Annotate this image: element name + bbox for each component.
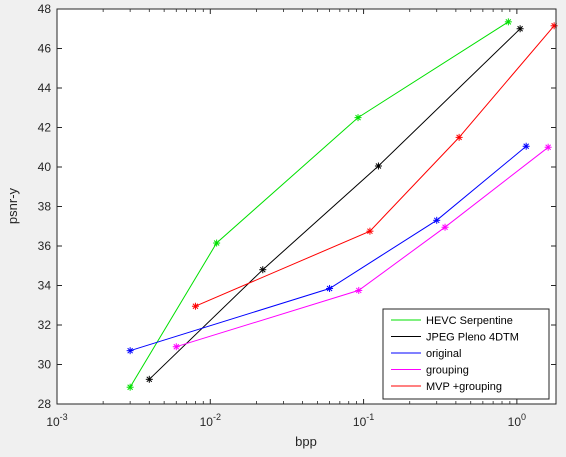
series-line-hevc-serpentine [129, 21, 509, 388]
data-point-jpeg-pleno-4dtm [145, 375, 153, 383]
data-point-mvp-grouping [191, 302, 199, 310]
data-point-grouping [355, 286, 363, 294]
y-tick-label: 36 [38, 239, 52, 253]
series-line-grouping [176, 146, 549, 348]
series-lines [129, 21, 555, 388]
data-point-jpeg-pleno-4dtm [374, 162, 382, 170]
data-point-jpeg-pleno-4dtm [259, 266, 267, 274]
data-point-grouping [544, 143, 552, 151]
y-axis-label: psnr-y [5, 187, 20, 224]
legend: HEVC Serpentine JPEG Pleno 4DTM original gr… [382, 308, 550, 400]
y-axis-ticks: 28 30 32 34 36 38 40 42 44 46 48 [38, 2, 556, 411]
legend-box [382, 308, 550, 400]
data-point-mvp-grouping [366, 227, 374, 235]
legend-label: grouping [426, 365, 469, 377]
y-tick-label: 46 [38, 42, 52, 56]
x-tick-label: 10-2 [200, 412, 221, 429]
series-line-mvp-grouping [195, 25, 555, 307]
y-tick-label: 44 [38, 81, 52, 95]
data-point-hevc-serpentine [213, 239, 221, 247]
y-tick-label: 48 [38, 2, 52, 16]
series-line-jpeg-pleno-4dtm [148, 28, 521, 380]
data-point-jpeg-pleno-4dtm [516, 25, 524, 33]
series-markers [126, 18, 558, 391]
y-tick-label: 28 [38, 397, 52, 411]
series-line-original [129, 145, 527, 352]
legend-label: HEVC Serpentine [426, 315, 513, 327]
data-point-mvp-grouping [455, 133, 463, 141]
legend-label: JPEG Pleno 4DTM [426, 332, 519, 344]
y-tick-label: 38 [38, 200, 52, 214]
data-point-original [522, 142, 530, 150]
data-point-grouping [441, 223, 449, 231]
data-point-original [126, 347, 134, 355]
x-axis-label: bpp [295, 434, 317, 449]
y-tick-label: 42 [38, 121, 52, 135]
data-point-grouping [172, 343, 180, 351]
y-tick-label: 34 [38, 279, 52, 293]
x-axis-ticks: 10-3 10-2 10-1 100 [46, 9, 526, 429]
legend-label: MVP +grouping [426, 381, 502, 393]
data-point-hevc-serpentine [504, 18, 512, 26]
y-tick-label: 40 [38, 160, 52, 174]
data-point-original [326, 284, 334, 292]
x-tick-label: 100 [508, 412, 526, 429]
legend-label: original [426, 348, 461, 360]
y-tick-label: 32 [38, 318, 52, 332]
y-tick-label: 30 [38, 358, 52, 372]
data-point-original [433, 216, 441, 224]
data-point-mvp-grouping [550, 22, 558, 30]
x-tick-label: 10-3 [46, 412, 67, 429]
x-tick-label: 10-1 [353, 412, 374, 429]
data-point-hevc-serpentine [126, 383, 134, 391]
data-point-hevc-serpentine [354, 114, 362, 122]
